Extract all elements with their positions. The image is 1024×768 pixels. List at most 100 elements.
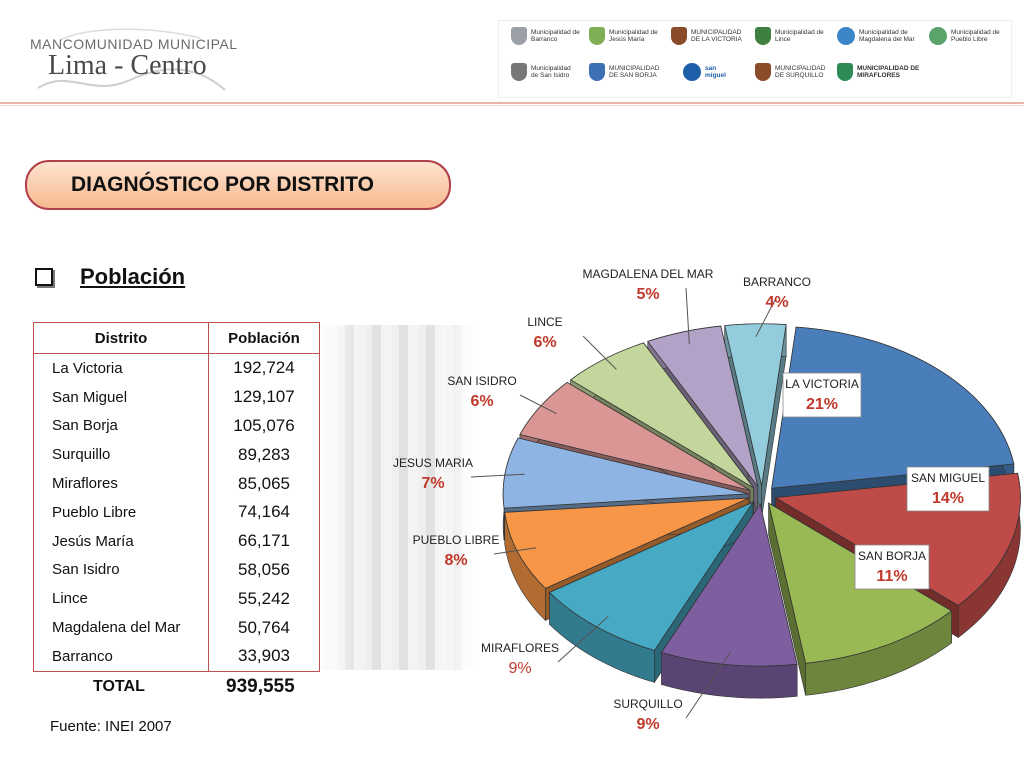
municipality-logo: MUNICIPALIDAD DE LA VICTORIA <box>671 27 751 45</box>
checkbox-bullet-icon <box>35 268 53 286</box>
district-cell: Jesús María <box>33 526 209 556</box>
leader-line <box>493 547 537 555</box>
org-name-line2: Lima - Centro <box>48 50 207 81</box>
district-cell: Magdalena del Mar <box>33 613 209 642</box>
municipality-crest-icon <box>755 27 771 45</box>
slice-name-label-lince: LINCE <box>527 315 562 329</box>
slice-percent-label-san-borja: 11% <box>876 568 907 585</box>
population-cell: 192,724 <box>208 353 320 383</box>
slice-percent-label-pueblo-libre: 8% <box>444 552 467 569</box>
slice-percent-label-miraflores: 9% <box>508 660 531 677</box>
table-row: La Victoria 192,724 <box>33 353 320 383</box>
total-value: 939,555 <box>226 676 295 697</box>
population-cell: 50,764 <box>208 613 320 642</box>
pie-slice-surquillo <box>660 503 798 699</box>
slice-name-label-jesus-maria: JESUS MARIA <box>393 456 473 470</box>
table-row: Lince 55,242 <box>33 584 320 614</box>
municipality-crest-icon <box>511 63 527 81</box>
population-cell: 66,171 <box>208 526 320 556</box>
district-cell: Miraflores <box>33 469 209 498</box>
table-row: San Miguel 129,107 <box>33 382 320 412</box>
slice-percent-label-san-isidro: 6% <box>470 393 493 410</box>
slice-name-label-pueblo-libre: PUEBLO LIBRE <box>413 533 500 547</box>
district-cell: Barranco <box>33 641 209 672</box>
municipality-name: MUNICIPALIDAD DE LA VICTORIA <box>691 29 742 43</box>
mancomunidad-logo: MANCOMUNIDAD MUNICIPAL Lima - Centro <box>30 28 237 98</box>
population-cell: 85,065 <box>208 469 320 498</box>
municipality-logo: Municipalidad de Magdalena del Mar <box>837 27 919 45</box>
leader-line <box>557 616 609 663</box>
municipality-logos: Municipalidad de Barranco Municipalidad … <box>498 20 1012 98</box>
slice-name-label-la-victoria: LA VICTORIA <box>785 377 859 391</box>
total-label: TOTAL <box>93 678 145 695</box>
district-cell: Lince <box>33 584 209 614</box>
municipality-name: san miguel <box>705 65 726 79</box>
population-cell: 74,164 <box>208 497 320 527</box>
municipality-name: MUNICIPALIDAD DE SAN BORJA <box>609 65 660 79</box>
table-header-row: Distrito Población <box>33 322 320 354</box>
municipality-name: Municipalidad de Lince <box>775 29 824 43</box>
municipality-crest-icon <box>837 27 855 45</box>
municipality-logo: Municipalidad de Jesús María <box>589 27 659 45</box>
population-cell: 55,242 <box>208 584 320 614</box>
slice-percent-label-lince: 6% <box>533 334 556 351</box>
table-row: San Isidro 58,056 <box>33 555 320 585</box>
municipality-logo: MUNICIPALIDAD DE MIRAFLORES <box>837 63 921 81</box>
slice-label-box <box>906 466 990 512</box>
municipality-crest-icon <box>589 27 605 45</box>
section-banner: DIAGNÓSTICO POR DISTRITO <box>25 160 451 210</box>
slice-name-label-san-borja: SAN BORJA <box>858 549 926 563</box>
municipality-name: Municipalidad de Pueblo Libre <box>951 29 1000 43</box>
column-header-population: Población <box>208 322 320 354</box>
municipality-name: Municipalidad de Barranco <box>531 29 580 43</box>
slice-name-label-barranco: BARRANCO <box>743 275 811 289</box>
leader-line <box>755 295 778 338</box>
crowd-photo <box>318 325 478 670</box>
municipality-crest-icon <box>683 63 701 81</box>
municipality-crest-icon <box>929 27 947 45</box>
leader-line <box>685 287 690 345</box>
municipality-crest-icon <box>511 27 527 45</box>
population-cell: 58,056 <box>208 555 320 585</box>
table-row: Jesús María 66,171 <box>33 526 320 556</box>
slice-name-label-surquillo: SURQUILLO <box>613 697 682 711</box>
municipality-name: MUNICIPALIDAD DE MIRAFLORES <box>857 65 920 79</box>
slice-name-label-miraflores: MIRAFLORES <box>481 641 559 655</box>
table-row: Surquillo 89,283 <box>33 440 320 470</box>
municipality-name: MUNICIPALIDAD DE SURQUILLO <box>775 65 826 79</box>
leader-line <box>582 335 617 370</box>
population-cell: 33,903 <box>208 641 320 672</box>
header-divider-thin <box>0 105 1024 106</box>
slice-name-label-san-miguel: SAN MIGUEL <box>911 471 985 485</box>
population-cell: 129,107 <box>208 382 320 412</box>
municipality-crest-icon <box>755 63 771 81</box>
slice-name-label-san-isidro: SAN ISIDRO <box>447 374 516 388</box>
table-row: Pueblo Libre 74,164 <box>33 497 320 527</box>
municipality-crest-icon <box>837 63 853 81</box>
slice-label-box <box>854 544 930 590</box>
table-row: Barranco 33,903 <box>33 641 320 672</box>
municipality-crest-icon <box>589 63 605 81</box>
leader-line <box>470 473 525 478</box>
slice-percent-label-magdalena-del-mar: 5% <box>636 286 659 303</box>
org-name-line1: MANCOMUNIDAD MUNICIPAL <box>30 36 238 52</box>
leader-line <box>519 394 557 415</box>
slice-percent-label-barranco: 4% <box>765 294 788 311</box>
column-header-district: Distrito <box>33 322 209 354</box>
table-row: San Borja 105,076 <box>33 411 320 441</box>
banner-title: DIAGNÓSTICO POR DISTRITO <box>71 173 374 196</box>
municipality-logo: Municipalidad de Barranco <box>511 27 581 45</box>
municipality-logo: Municipalidad de San Isidro <box>511 63 575 81</box>
slice-percent-label-jesus-maria: 7% <box>421 475 444 492</box>
municipality-logo: san miguel <box>683 63 735 81</box>
slice-percent-label-san-miguel: 14% <box>932 490 964 507</box>
leader-line <box>685 651 732 719</box>
swirl-ornament-icon <box>37 28 226 91</box>
population-cell: 105,076 <box>208 411 320 441</box>
municipality-logo: Municipalidad de Pueblo Libre <box>929 27 1007 45</box>
table-row: Miraflores 85,065 <box>33 469 320 498</box>
municipality-name: Municipalidad de Jesús María <box>609 29 658 43</box>
table-row: Magdalena del Mar 50,764 <box>33 613 320 642</box>
source-note: Fuente: INEI 2007 <box>50 718 172 735</box>
